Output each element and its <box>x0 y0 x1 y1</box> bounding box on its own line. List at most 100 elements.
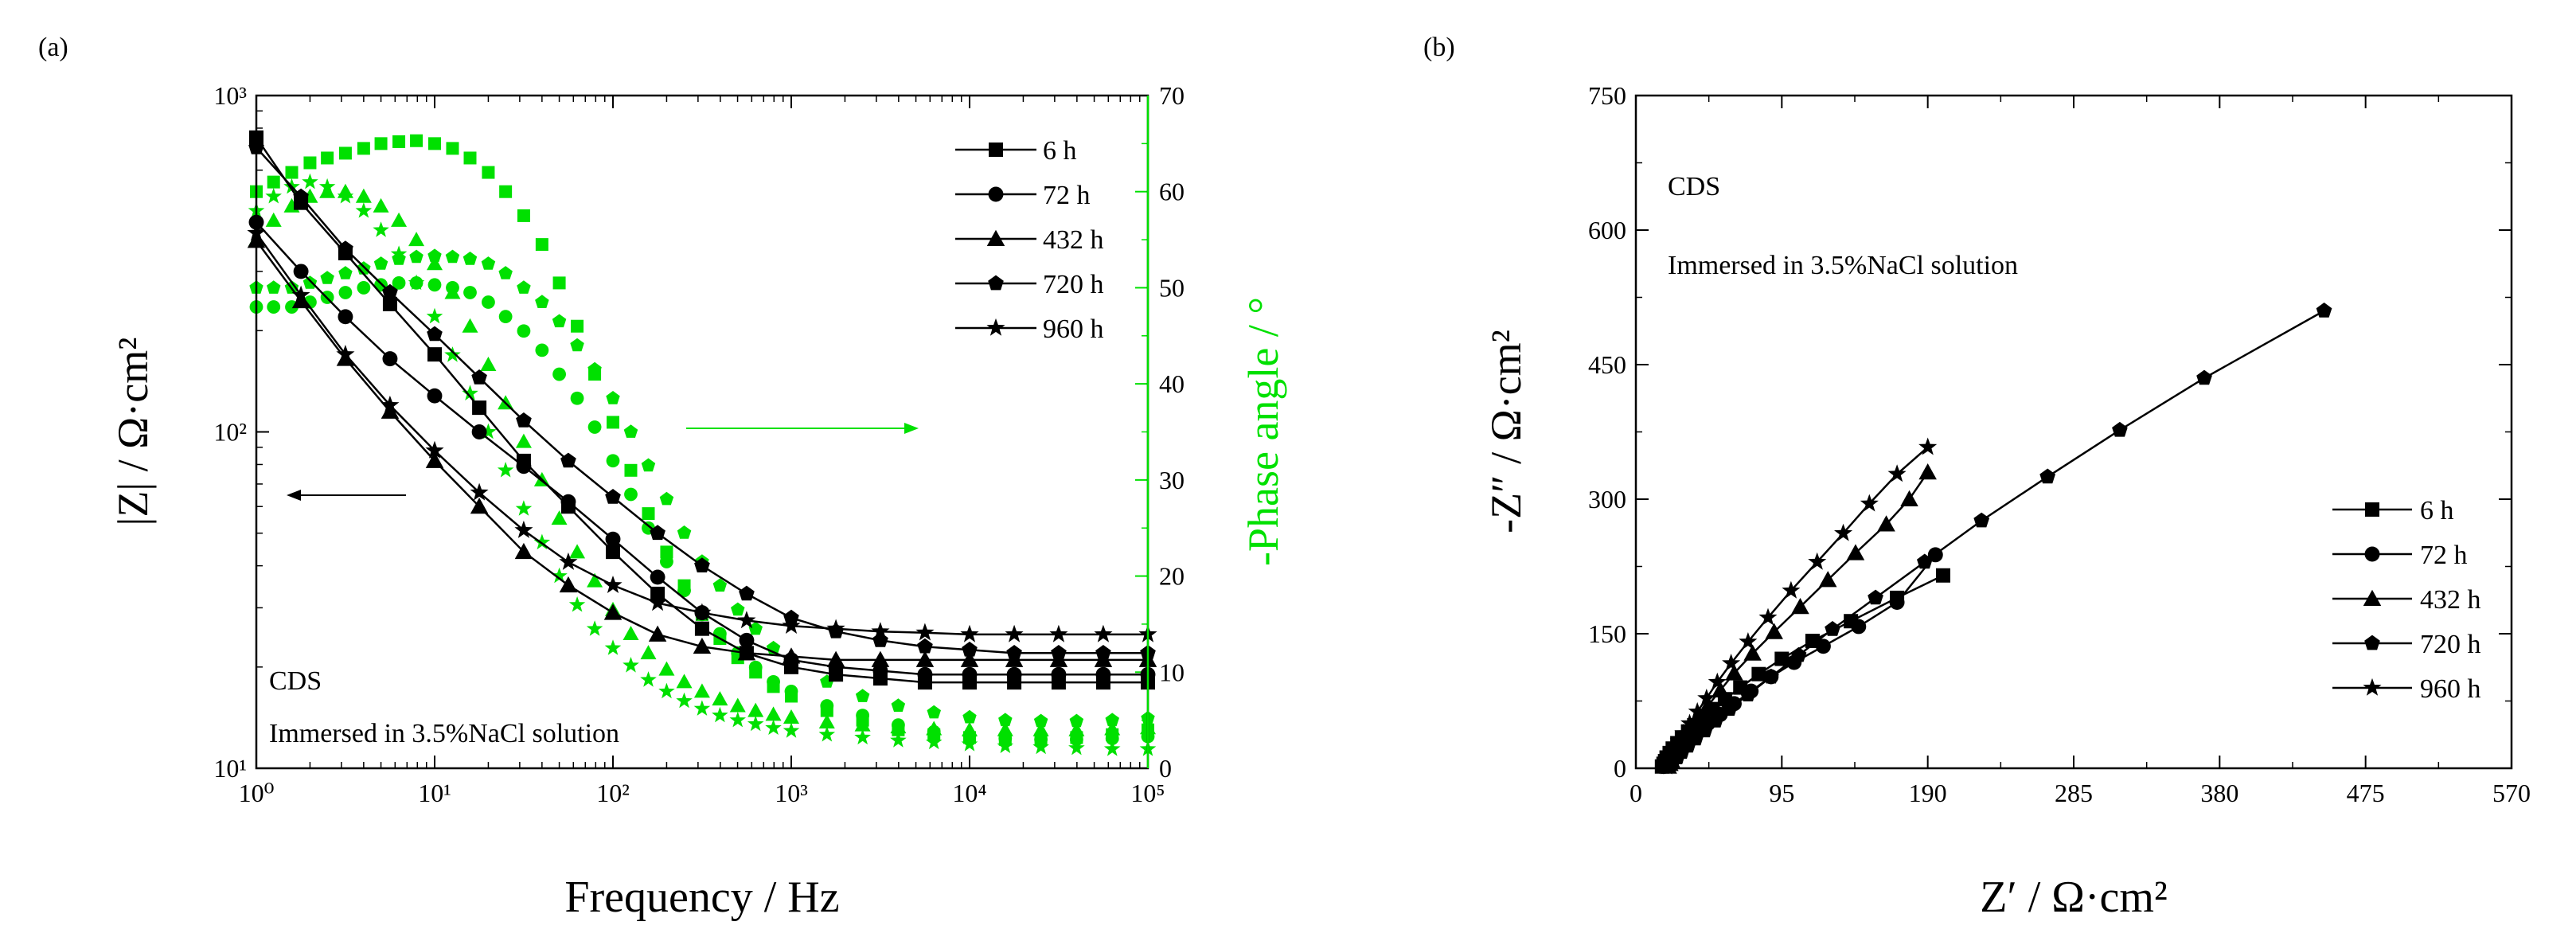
panel-b-plot-frame <box>1634 94 2513 770</box>
nyquist-point <box>1973 512 1990 528</box>
phase-point <box>1103 740 1121 756</box>
y-right-tick-label: 0 <box>1159 754 1172 783</box>
phase-point <box>267 300 281 314</box>
modulus-point <box>606 545 620 560</box>
phase-point <box>499 185 513 198</box>
nyquist-point <box>1751 666 1766 681</box>
phase-point <box>712 706 728 723</box>
x-tick-label: 95 <box>1769 779 1794 807</box>
phase-point <box>571 319 584 333</box>
phase-point <box>890 732 907 748</box>
nyquist-point <box>1918 463 1937 480</box>
modulus-point <box>603 603 623 620</box>
modulus-point <box>293 264 309 279</box>
panel-b-annotation-cds: CDS <box>1668 172 1720 201</box>
phase-point <box>1069 713 1084 728</box>
panel-a-phase-series <box>248 134 1157 756</box>
phase-point <box>427 278 442 292</box>
panel-a-modulus-series <box>247 130 1157 690</box>
legend-label: 720 h <box>2420 630 2481 659</box>
phase-point <box>482 166 495 179</box>
y-right-tick-label: 70 <box>1159 81 1185 110</box>
panel-b-ticks: 0 95 190 285 380 475 570 0 150 300 450 600 750 <box>1588 81 2531 807</box>
panel-a-ylabel-right: -Phase angle / ° <box>1239 297 1287 566</box>
legend-marker <box>988 186 1004 202</box>
legend-label: 6 h <box>1043 136 1077 166</box>
modulus-point <box>871 650 890 667</box>
nyquist-point <box>1900 490 1918 506</box>
phase-point <box>357 281 371 295</box>
phase-point <box>533 533 551 550</box>
phase-point <box>998 713 1013 727</box>
phase-point <box>587 420 602 434</box>
phase-point <box>517 280 531 294</box>
modulus-point <box>559 576 578 593</box>
phase-point <box>926 721 943 736</box>
x-tick-label: 10² <box>596 779 630 807</box>
phase-point <box>641 458 656 472</box>
phase-point <box>658 682 675 699</box>
phase-point <box>1032 738 1049 755</box>
phase-point <box>568 596 586 612</box>
phase-point <box>640 671 657 687</box>
modulus-point <box>471 424 487 439</box>
nyquist-point <box>1825 621 1840 636</box>
phase-point <box>765 719 782 735</box>
modulus-point <box>917 638 933 654</box>
phase-point <box>642 507 655 521</box>
phase-point <box>677 584 691 598</box>
nyquist-line <box>1669 310 2325 767</box>
phase-point <box>409 249 423 264</box>
panel-a-annotation-solution: Immersed in 3.5%NaCl solution <box>269 719 619 748</box>
phase-point <box>1105 713 1119 727</box>
phase-point <box>462 385 478 400</box>
panel-label-a: (a) <box>38 33 68 62</box>
legend-marker <box>2365 502 2379 517</box>
modulus-point <box>470 497 489 514</box>
x-tick-label: 10⁴ <box>952 779 986 807</box>
modulus-point <box>739 585 755 601</box>
nyquist-point <box>1887 464 1907 482</box>
phase-point <box>712 691 728 706</box>
modulus-point <box>472 400 487 416</box>
modulus-point <box>560 452 576 468</box>
panel-b-ylabel: -Z″ / Ω·cm² <box>1482 330 1530 533</box>
y-left-tick-label: 10² <box>213 418 247 447</box>
modulus-point <box>1006 645 1022 660</box>
phase-point <box>658 661 675 676</box>
modulus-point <box>605 489 621 504</box>
phase-point <box>729 711 746 728</box>
phase-point <box>390 245 408 261</box>
phase-point <box>303 156 317 170</box>
modulus-point <box>605 531 621 547</box>
phase-point <box>428 137 441 150</box>
phase-point <box>818 714 835 729</box>
phase-point <box>765 706 782 721</box>
phase-point <box>997 721 1013 736</box>
modulus-point <box>782 616 801 634</box>
phase-point <box>748 621 763 635</box>
modulus-point <box>425 451 444 468</box>
phase-point <box>552 276 566 290</box>
phase-point <box>357 142 370 155</box>
legend-marker <box>2364 546 2380 562</box>
phase-point <box>535 343 549 357</box>
nyquist-point <box>1758 607 1778 626</box>
y-tick-label: 150 <box>1588 619 1626 648</box>
phase-point <box>355 188 372 203</box>
phase-point <box>927 705 941 719</box>
legend-label: 432 h <box>1043 225 1104 255</box>
phase-point <box>480 357 497 371</box>
x-tick-label: 570 <box>2492 779 2531 807</box>
legend-label: 960 h <box>1043 314 1104 344</box>
phase-point <box>444 346 461 362</box>
nyquist-point <box>1740 686 1756 701</box>
nyquist-point <box>2196 369 2212 385</box>
modulus-point <box>826 650 845 667</box>
modulus-point <box>1095 666 1111 682</box>
legend-marker <box>989 143 1003 157</box>
nyquist-point <box>1917 553 1933 569</box>
phase-point <box>570 391 584 405</box>
modulus-point <box>514 520 533 538</box>
